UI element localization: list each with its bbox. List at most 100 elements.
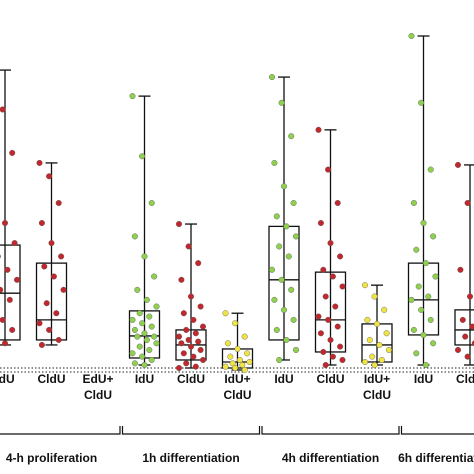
- box: [35, 262, 68, 341]
- x-tick-label: IdU: [274, 372, 293, 386]
- data-point: [141, 253, 148, 260]
- box: [0, 244, 21, 341]
- group-label: 1h differentiation: [142, 451, 239, 465]
- data-point: [0, 316, 6, 323]
- data-point: [180, 350, 187, 357]
- data-point: [185, 336, 192, 343]
- data-point: [322, 293, 329, 300]
- data-point: [178, 340, 185, 347]
- data-point: [273, 213, 280, 220]
- data-point: [244, 350, 251, 357]
- data-point: [430, 340, 437, 347]
- group-label: 6h differentiation: [398, 451, 474, 465]
- data-point: [364, 316, 371, 323]
- data-point: [420, 220, 427, 227]
- data-point: [278, 276, 285, 283]
- data-point: [425, 293, 432, 300]
- data-point: [459, 316, 466, 323]
- group-bracket: [261, 426, 400, 435]
- data-point: [224, 340, 231, 347]
- data-point: [381, 306, 388, 313]
- data-point: [148, 323, 155, 330]
- data-point: [293, 346, 300, 353]
- data-point: [199, 356, 206, 363]
- data-point: [455, 346, 462, 353]
- data-point: [190, 353, 197, 360]
- group-label: 4-h proliferation: [6, 451, 97, 465]
- data-point: [141, 361, 148, 368]
- data-point: [281, 183, 288, 190]
- data-point: [332, 303, 339, 310]
- x-tick-label-line: CldU: [363, 388, 391, 402]
- data-point: [131, 233, 138, 240]
- data-point: [192, 330, 199, 337]
- data-point: [148, 356, 155, 363]
- x-tick-label-line: IdU+: [224, 372, 250, 386]
- data-point: [293, 233, 300, 240]
- data-point: [413, 246, 420, 253]
- data-point: [246, 358, 253, 365]
- data-point: [197, 303, 204, 310]
- data-point: [386, 346, 393, 353]
- data-point: [43, 300, 50, 307]
- group-bracket: [400, 426, 474, 435]
- data-point: [320, 348, 327, 355]
- data-point: [185, 243, 192, 250]
- x-tick-label: CldU: [177, 372, 205, 386]
- data-point: [222, 310, 229, 317]
- data-point: [376, 341, 383, 348]
- data-point: [55, 199, 62, 206]
- data-point: [134, 333, 141, 340]
- data-point: [422, 260, 429, 267]
- data-point: [60, 286, 67, 293]
- data-point: [329, 353, 336, 360]
- data-point: [420, 331, 427, 338]
- data-point: [143, 336, 150, 343]
- data-point: [288, 133, 295, 140]
- data-point: [410, 326, 417, 333]
- data-point: [55, 336, 62, 343]
- data-point: [371, 293, 378, 300]
- data-point: [139, 320, 146, 327]
- data-point: [234, 345, 241, 352]
- data-point: [322, 361, 329, 368]
- data-point: [427, 316, 434, 323]
- data-point: [58, 253, 65, 260]
- data-point: [339, 356, 346, 363]
- data-point: [227, 353, 234, 360]
- x-tick-label: CldU: [38, 372, 66, 386]
- data-point: [13, 276, 20, 283]
- data-point: [187, 293, 194, 300]
- data-point: [369, 353, 376, 360]
- data-point: [408, 33, 415, 40]
- data-point: [337, 343, 344, 350]
- data-point: [410, 199, 417, 206]
- data-point: [175, 221, 182, 228]
- data-point: [53, 310, 60, 317]
- data-point: [187, 343, 194, 350]
- data-point: [317, 330, 324, 337]
- data-point: [315, 126, 322, 133]
- data-point: [197, 346, 204, 353]
- data-point: [467, 293, 474, 300]
- data-point: [285, 253, 292, 260]
- data-point: [430, 233, 437, 240]
- data-point: [175, 364, 182, 371]
- x-tick-label: IdU+ CldU: [224, 372, 252, 402]
- x-tick-label: IdU+ CldU: [363, 372, 391, 402]
- data-point: [131, 360, 138, 367]
- data-point: [199, 323, 206, 330]
- data-point: [362, 282, 369, 289]
- data-point: [129, 316, 136, 323]
- data-point: [276, 243, 283, 250]
- data-point: [9, 326, 16, 333]
- data-point: [464, 199, 471, 206]
- data-point: [229, 360, 236, 367]
- data-point: [271, 296, 278, 303]
- data-point: [325, 166, 332, 173]
- data-point: [139, 353, 146, 360]
- data-point: [175, 333, 182, 340]
- box: [454, 309, 474, 346]
- data-point: [190, 316, 197, 323]
- data-point: [317, 220, 324, 227]
